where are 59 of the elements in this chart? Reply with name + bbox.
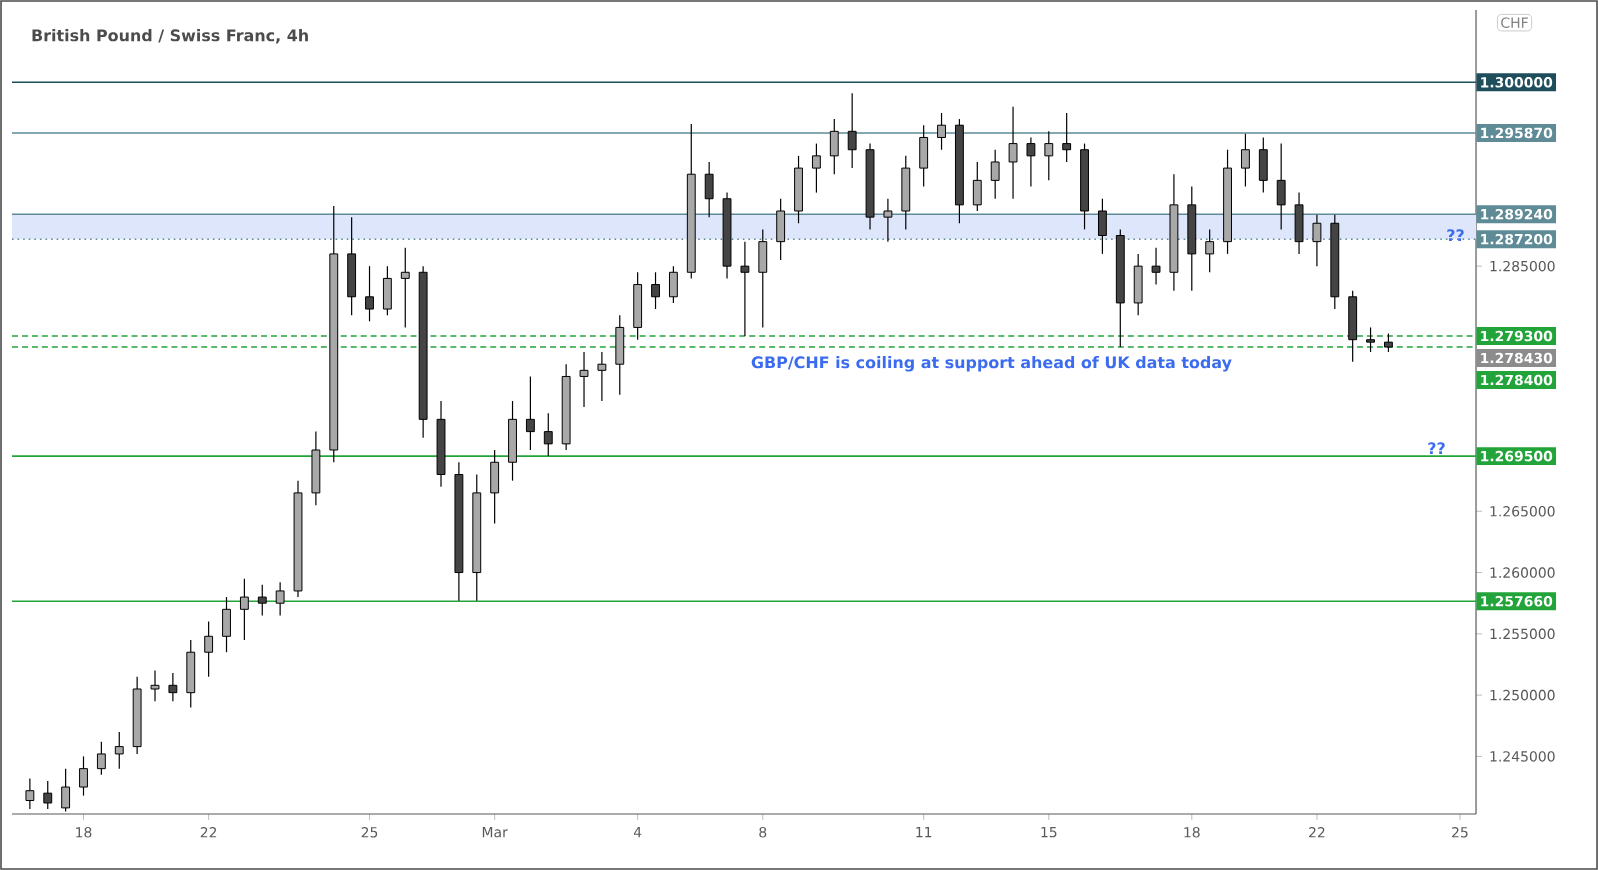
candlestick bbox=[96, 741, 106, 776]
candlestick bbox=[114, 731, 124, 770]
candlestick bbox=[758, 228, 768, 329]
candlestick bbox=[1026, 136, 1036, 188]
candlestick bbox=[829, 118, 839, 175]
candlestick bbox=[186, 639, 196, 708]
candlestick bbox=[1044, 130, 1054, 181]
candlestick bbox=[150, 670, 160, 702]
candlestick bbox=[204, 620, 214, 678]
candlestick bbox=[382, 265, 392, 316]
candlestick bbox=[579, 351, 589, 408]
candlestick bbox=[972, 161, 982, 212]
candlestick bbox=[615, 314, 625, 396]
candlestick bbox=[740, 241, 750, 337]
candlestick bbox=[919, 124, 929, 188]
candlestick bbox=[1008, 106, 1018, 200]
candlestick bbox=[847, 92, 857, 169]
candlestick bbox=[257, 584, 267, 617]
candlestick bbox=[1294, 192, 1304, 255]
candlestick bbox=[990, 149, 1000, 200]
candlestick bbox=[1205, 228, 1215, 273]
candlestick bbox=[222, 596, 231, 653]
candlestick bbox=[43, 780, 53, 810]
candlestick bbox=[239, 578, 249, 641]
candlestick bbox=[365, 265, 374, 322]
candlestick bbox=[79, 755, 88, 797]
candlestick bbox=[61, 768, 71, 813]
candlestick bbox=[400, 247, 410, 329]
candlestick bbox=[901, 155, 911, 230]
candlestick bbox=[1062, 112, 1072, 163]
candlestick bbox=[1348, 290, 1358, 363]
candlestick bbox=[1366, 326, 1375, 353]
candlestick bbox=[1384, 332, 1393, 353]
candlestick bbox=[794, 155, 803, 224]
candlestick bbox=[1097, 198, 1107, 255]
candlestick bbox=[1240, 133, 1250, 188]
candlestick bbox=[347, 216, 357, 316]
candlestick bbox=[776, 198, 786, 261]
candlestick bbox=[633, 271, 643, 341]
candlestick bbox=[1276, 142, 1286, 230]
candlestick bbox=[883, 198, 893, 243]
candlestick bbox=[651, 271, 660, 310]
candlestick bbox=[668, 265, 678, 304]
candlestick bbox=[1133, 253, 1143, 316]
candlestick bbox=[525, 375, 535, 451]
candlestick bbox=[311, 431, 321, 506]
candlestick bbox=[490, 449, 500, 525]
candlestick bbox=[508, 400, 517, 482]
candlestick bbox=[275, 581, 285, 617]
candlestick bbox=[704, 161, 714, 218]
candlestick bbox=[1312, 214, 1322, 267]
candlestick bbox=[1151, 247, 1161, 286]
candlestick bbox=[937, 112, 946, 151]
candlestick bbox=[811, 142, 821, 194]
candlestick bbox=[25, 777, 35, 810]
candlestick bbox=[543, 412, 553, 457]
candlestick bbox=[168, 672, 178, 702]
candlestick bbox=[1258, 136, 1268, 194]
candlestick bbox=[597, 351, 607, 402]
